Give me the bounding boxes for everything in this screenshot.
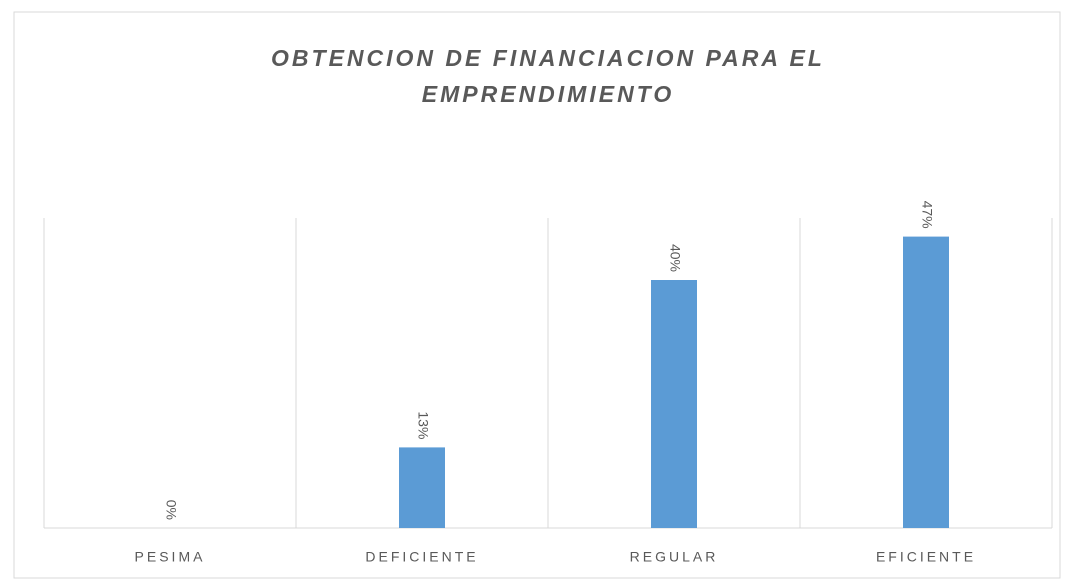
data-label: 0% <box>163 500 179 520</box>
x-tick-label: REGULAR <box>630 549 719 565</box>
chart-title: OBTENCION DE FINANCIACION PARA EL EMPREND… <box>271 45 825 107</box>
bar <box>903 236 949 528</box>
x-tick-label: DEFICIENTE <box>365 549 478 565</box>
x-tick-label: EFICIENTE <box>876 549 976 565</box>
data-label: 47% <box>919 201 935 229</box>
chart-border <box>13 11 1061 579</box>
bar <box>651 280 697 528</box>
data-label: 40% <box>667 244 683 272</box>
bar <box>399 447 445 528</box>
data-label: 13% <box>415 411 431 439</box>
x-tick-label: PESIMA <box>135 549 206 565</box>
